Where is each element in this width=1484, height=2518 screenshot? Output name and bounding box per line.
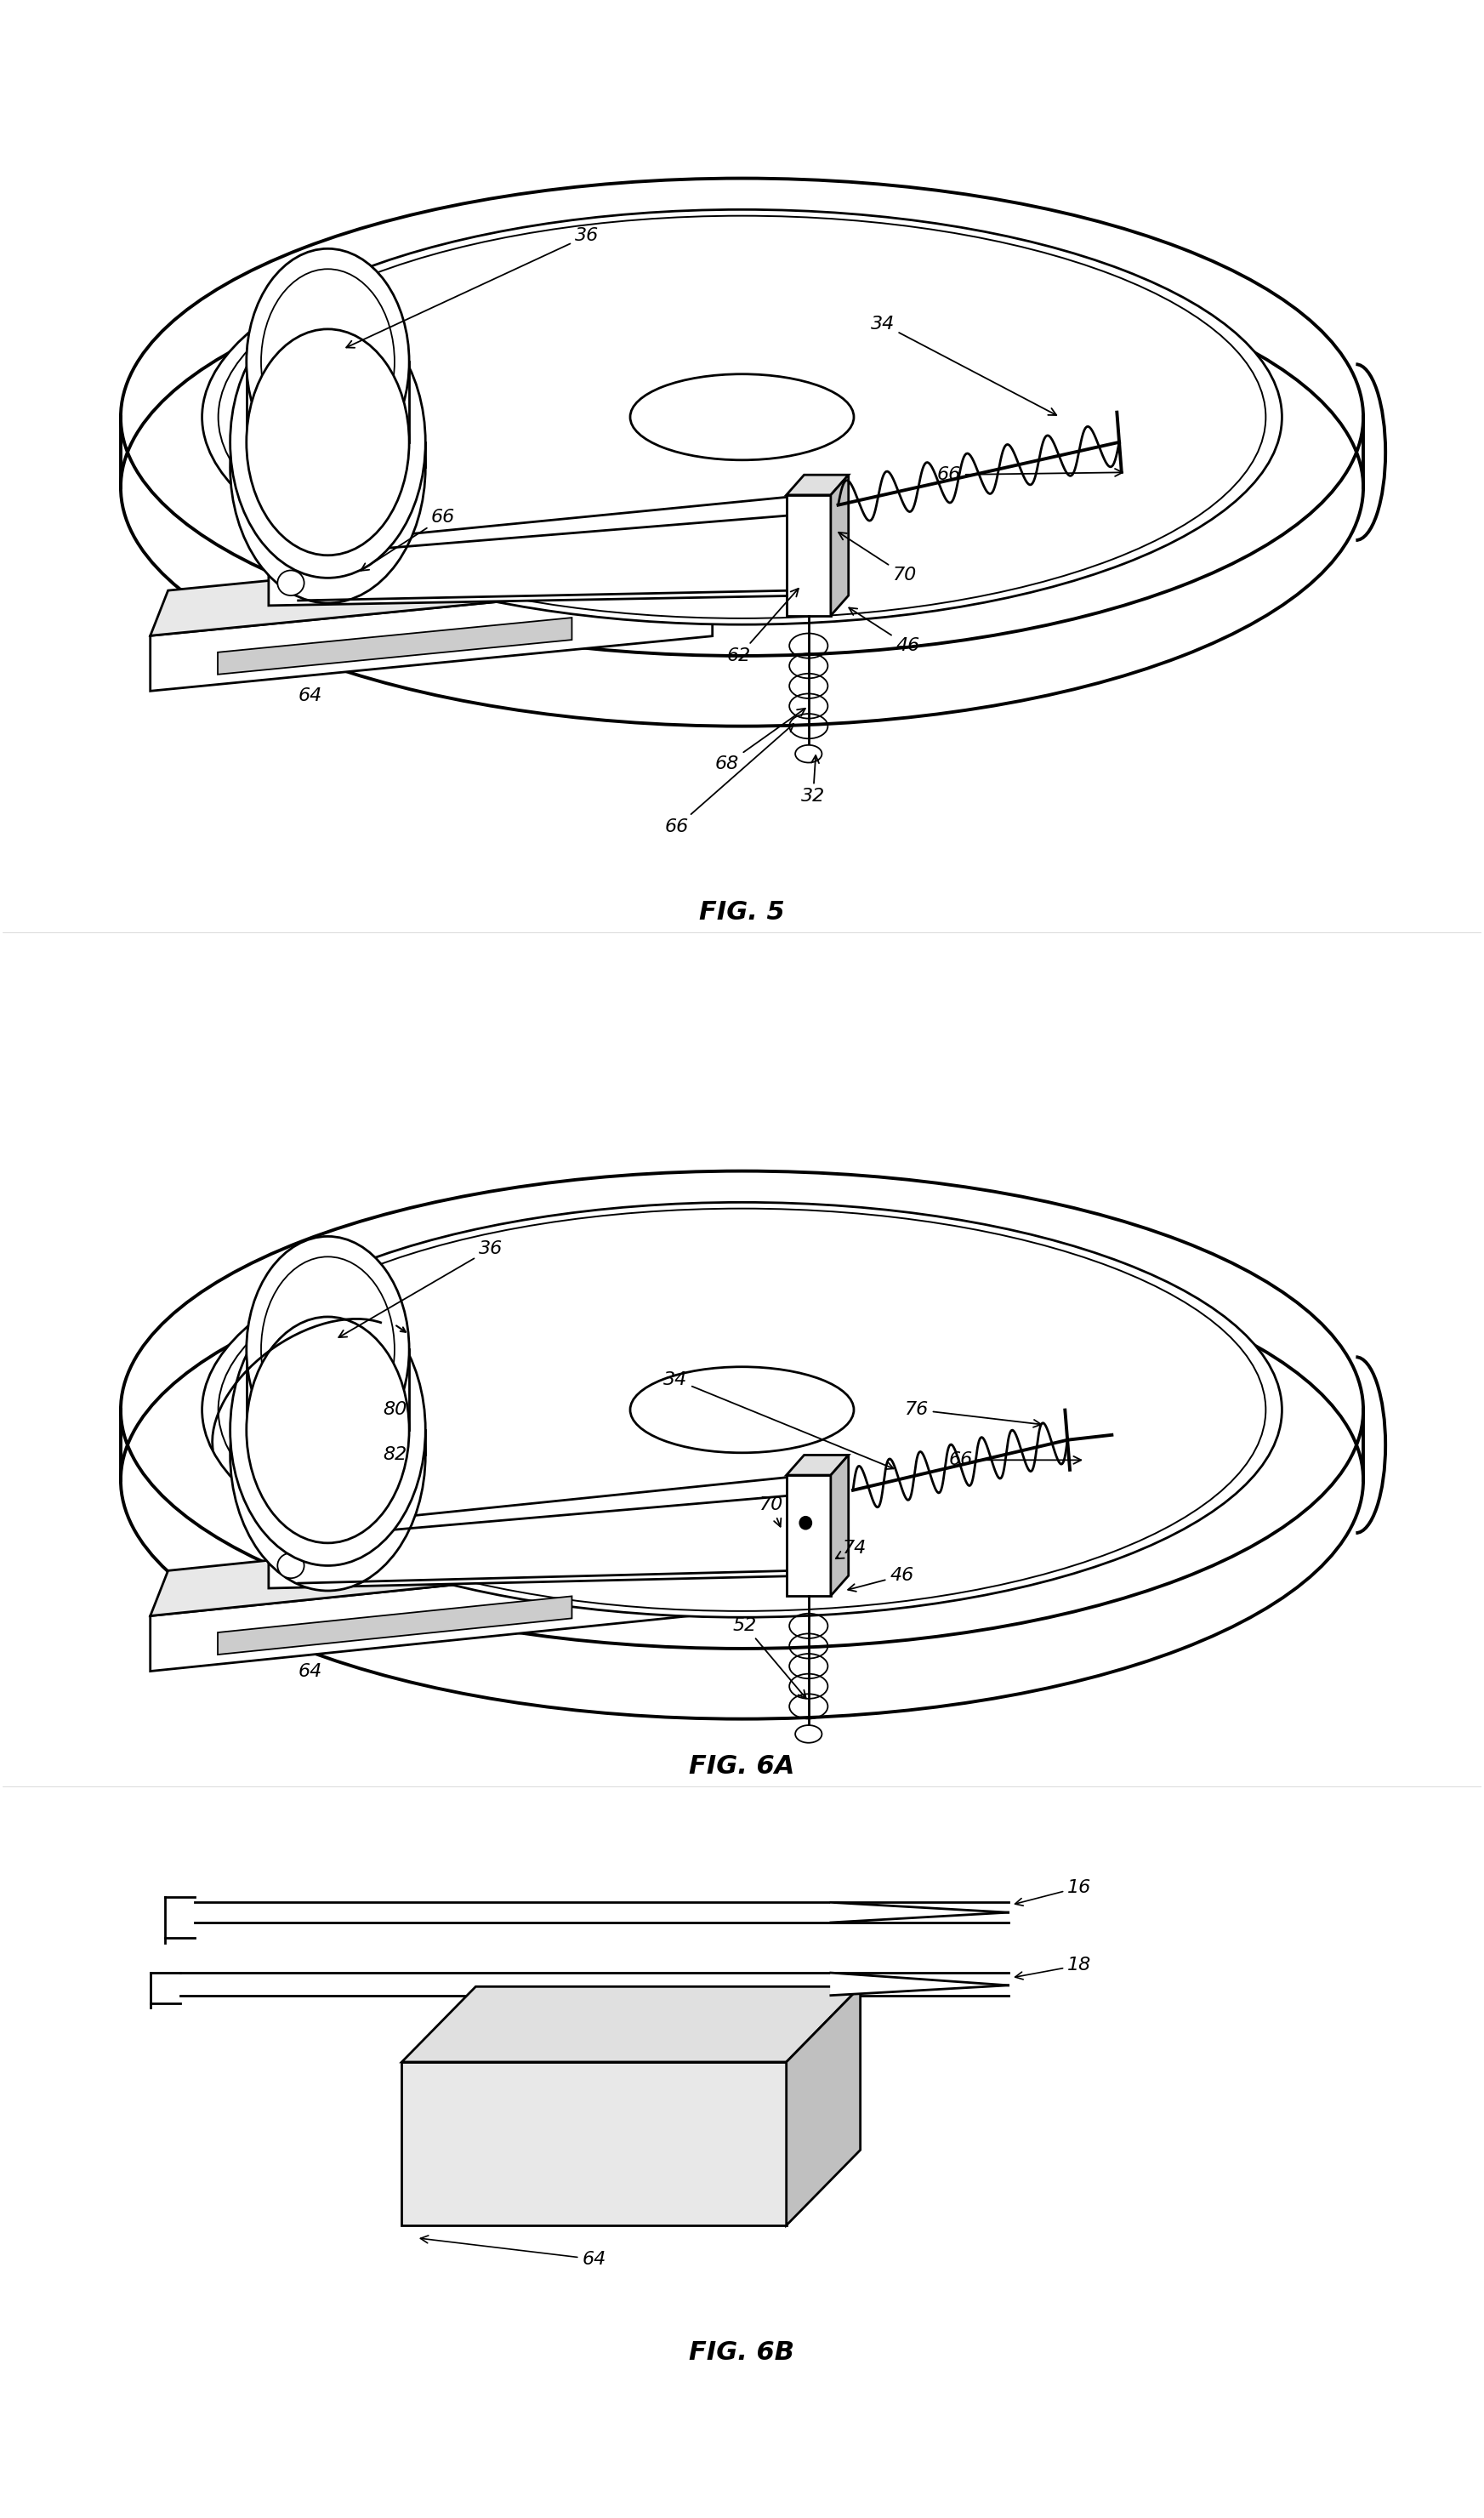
Text: 32: 32 [801,755,825,806]
Text: 36: 36 [338,1241,503,1337]
Text: 66: 66 [665,723,794,836]
Polygon shape [150,1513,730,1617]
Ellipse shape [278,572,304,594]
Ellipse shape [246,249,410,476]
Ellipse shape [246,330,410,556]
Polygon shape [218,617,571,675]
Text: 18: 18 [1015,1956,1091,1979]
Text: 52: 52 [733,1617,806,1697]
Text: FIG. 6B: FIG. 6B [689,2339,795,2364]
Polygon shape [150,582,712,690]
Text: 36: 36 [346,227,598,347]
Polygon shape [269,1476,809,1589]
Polygon shape [831,476,849,614]
Ellipse shape [120,1171,1364,1649]
Ellipse shape [202,209,1282,624]
Polygon shape [787,1476,831,1596]
Ellipse shape [631,375,853,461]
Text: 76: 76 [905,1400,1042,1428]
Text: 82: 82 [383,1445,407,1463]
Ellipse shape [120,179,1364,655]
Ellipse shape [230,307,426,579]
Polygon shape [787,496,831,614]
Polygon shape [150,1559,712,1672]
Polygon shape [831,1455,849,1596]
Ellipse shape [230,1319,426,1591]
Text: 66: 66 [948,1450,1082,1468]
Polygon shape [402,1987,861,2062]
Text: 62: 62 [727,589,798,665]
Ellipse shape [800,1516,812,1528]
Text: FIG. 5: FIG. 5 [699,899,785,924]
Text: 34: 34 [663,1372,893,1468]
Text: 34: 34 [871,315,1057,415]
Polygon shape [787,1987,861,2226]
Text: 66: 66 [361,509,456,572]
Polygon shape [787,1455,849,1476]
Text: FIG. 6A: FIG. 6A [689,1755,795,1780]
Text: 80: 80 [383,1403,407,1418]
Text: 64: 64 [298,1662,322,1680]
Polygon shape [831,1904,1008,1924]
Ellipse shape [278,1554,304,1579]
Polygon shape [402,2062,787,2226]
Text: 70: 70 [838,531,917,584]
Polygon shape [150,536,730,635]
Ellipse shape [230,1294,426,1566]
Text: 16: 16 [1015,1878,1091,1906]
Text: 46: 46 [847,1566,914,1591]
Ellipse shape [230,332,426,602]
Text: 66: 66 [936,466,1122,483]
Polygon shape [218,1596,571,1654]
Ellipse shape [246,1317,410,1544]
Polygon shape [787,476,849,496]
Text: 64: 64 [420,2236,605,2269]
Ellipse shape [795,1725,822,1742]
Text: 64: 64 [298,687,322,705]
Ellipse shape [631,1367,853,1453]
Text: 74: 74 [835,1538,867,1559]
Ellipse shape [246,1236,410,1463]
Text: 70: 70 [760,1496,784,1526]
Polygon shape [831,1972,1008,1994]
Polygon shape [269,496,809,604]
Ellipse shape [202,1201,1282,1617]
Text: 68: 68 [715,708,806,773]
Text: 46: 46 [849,607,920,655]
Ellipse shape [795,745,822,763]
